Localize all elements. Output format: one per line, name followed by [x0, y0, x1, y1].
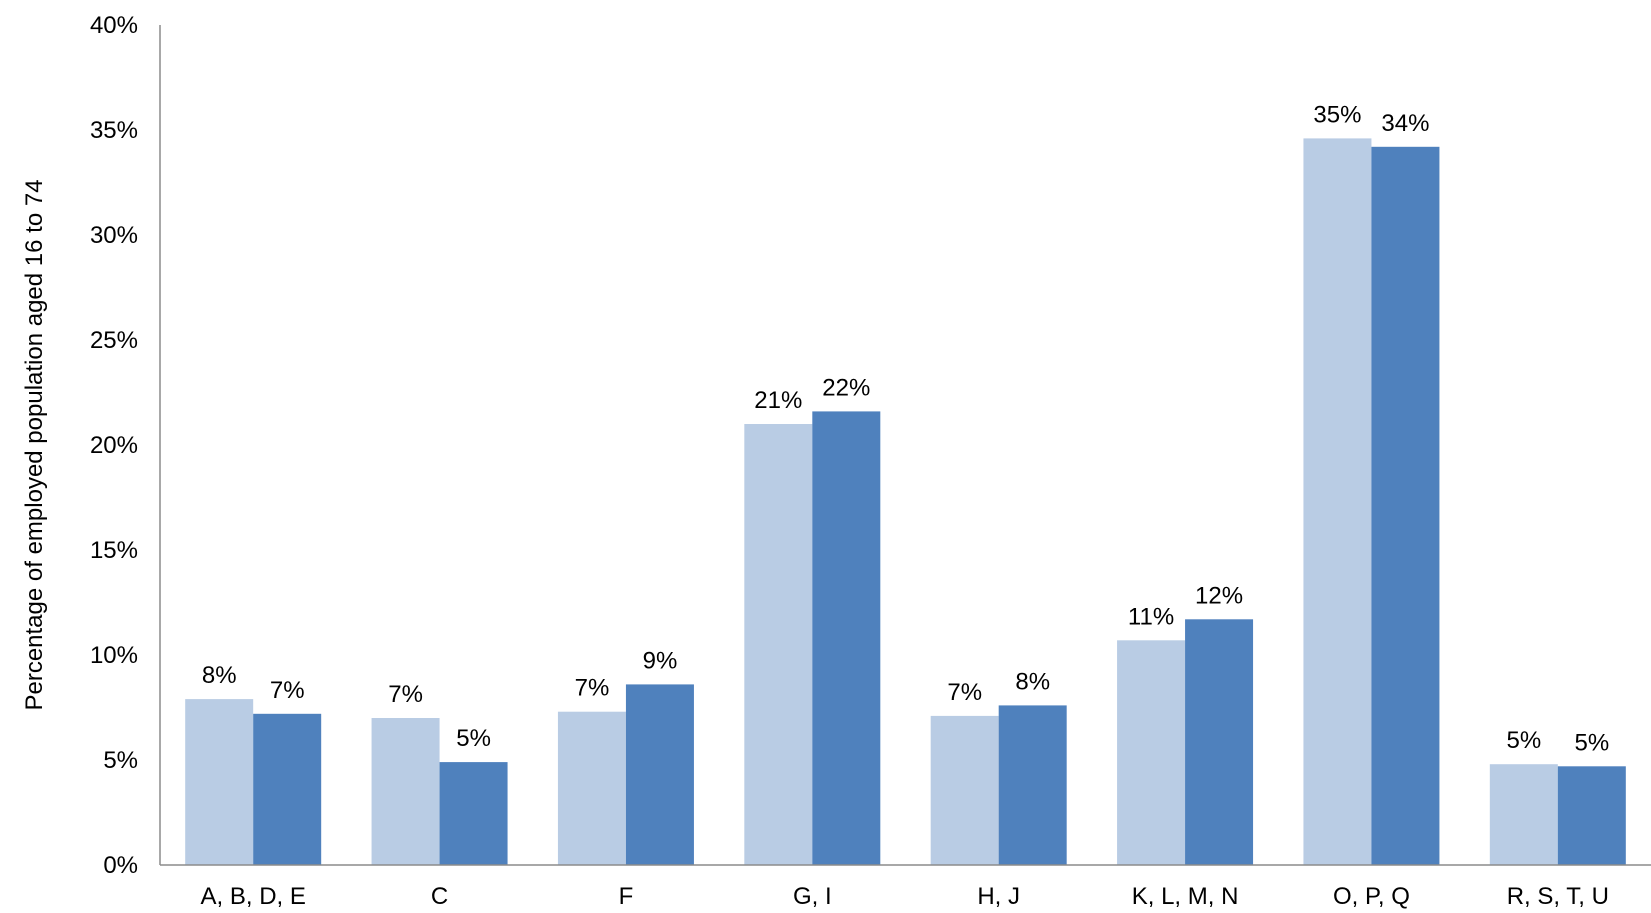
bar-series-2 — [1557, 766, 1626, 865]
bar-series-1 — [1303, 138, 1372, 865]
data-label: 5% — [1574, 729, 1609, 756]
y-tick-label: 15% — [90, 537, 138, 564]
bar-series-1 — [557, 711, 626, 865]
bar-series-2 — [1371, 146, 1440, 866]
x-category-label: F — [619, 883, 634, 910]
data-label: 12% — [1195, 582, 1243, 609]
data-labels: 8% 7% 7% 5% 7% 9% 21% 22% 7% 8% 11% 12% 35% 34% 5% 5% — [202, 101, 1609, 756]
bar-series-2 — [1185, 619, 1254, 865]
data-label: 7% — [270, 677, 305, 704]
bar-series-1 — [371, 718, 440, 865]
x-axis-labels: A, B, D, E C F G, I H, J K, L, M, N O, P, Q R, … — [201, 883, 1609, 910]
bar-series-2 — [812, 411, 881, 865]
data-label: 9% — [643, 647, 678, 674]
x-category-label: R, S, T, U — [1507, 883, 1609, 910]
y-tick-label: 35% — [90, 117, 138, 144]
bar-series-1 — [744, 424, 813, 865]
bar-series-1 — [930, 715, 999, 865]
x-category-label: K, L, M, N — [1132, 883, 1239, 910]
bar-series-1 — [1489, 764, 1558, 865]
x-category-label: G, I — [793, 883, 832, 910]
y-axis-ticks: 0% 5% 10% 15% 20% 25% 30% 35% 40% — [90, 12, 138, 879]
data-label: 34% — [1381, 110, 1429, 137]
y-tick-label: 5% — [103, 747, 138, 774]
x-category-label: C — [431, 883, 448, 910]
y-tick-label: 40% — [90, 12, 138, 39]
data-label: 35% — [1313, 101, 1361, 128]
y-axis-title: Percentage of employed population aged 1… — [21, 179, 48, 710]
bar-series-2 — [998, 705, 1067, 865]
data-label: 11% — [1128, 603, 1174, 630]
y-tick-label: 20% — [90, 432, 138, 459]
bar-series-2 — [625, 684, 694, 865]
data-label: 7% — [575, 675, 610, 702]
bar-series-2 — [253, 713, 322, 865]
y-tick-label: 25% — [90, 327, 138, 354]
data-label: 5% — [456, 725, 491, 752]
data-label: 7% — [388, 681, 423, 708]
bar-series-1 — [1117, 640, 1186, 865]
bars — [185, 138, 1626, 866]
data-label: 8% — [202, 662, 237, 689]
y-tick-label: 0% — [103, 852, 138, 879]
x-category-label: A, B, D, E — [201, 883, 306, 910]
data-label: 5% — [1506, 727, 1541, 754]
data-label: 7% — [947, 679, 982, 706]
bar-series-2 — [439, 762, 508, 865]
data-label: 8% — [1015, 668, 1050, 695]
y-tick-label: 30% — [90, 222, 138, 249]
data-label: 21% — [754, 387, 802, 414]
x-category-label: H, J — [977, 883, 1020, 910]
data-label: 22% — [822, 374, 870, 401]
x-category-label: O, P, Q — [1333, 883, 1410, 910]
y-tick-label: 10% — [90, 642, 138, 669]
bar-series-1 — [185, 699, 254, 865]
